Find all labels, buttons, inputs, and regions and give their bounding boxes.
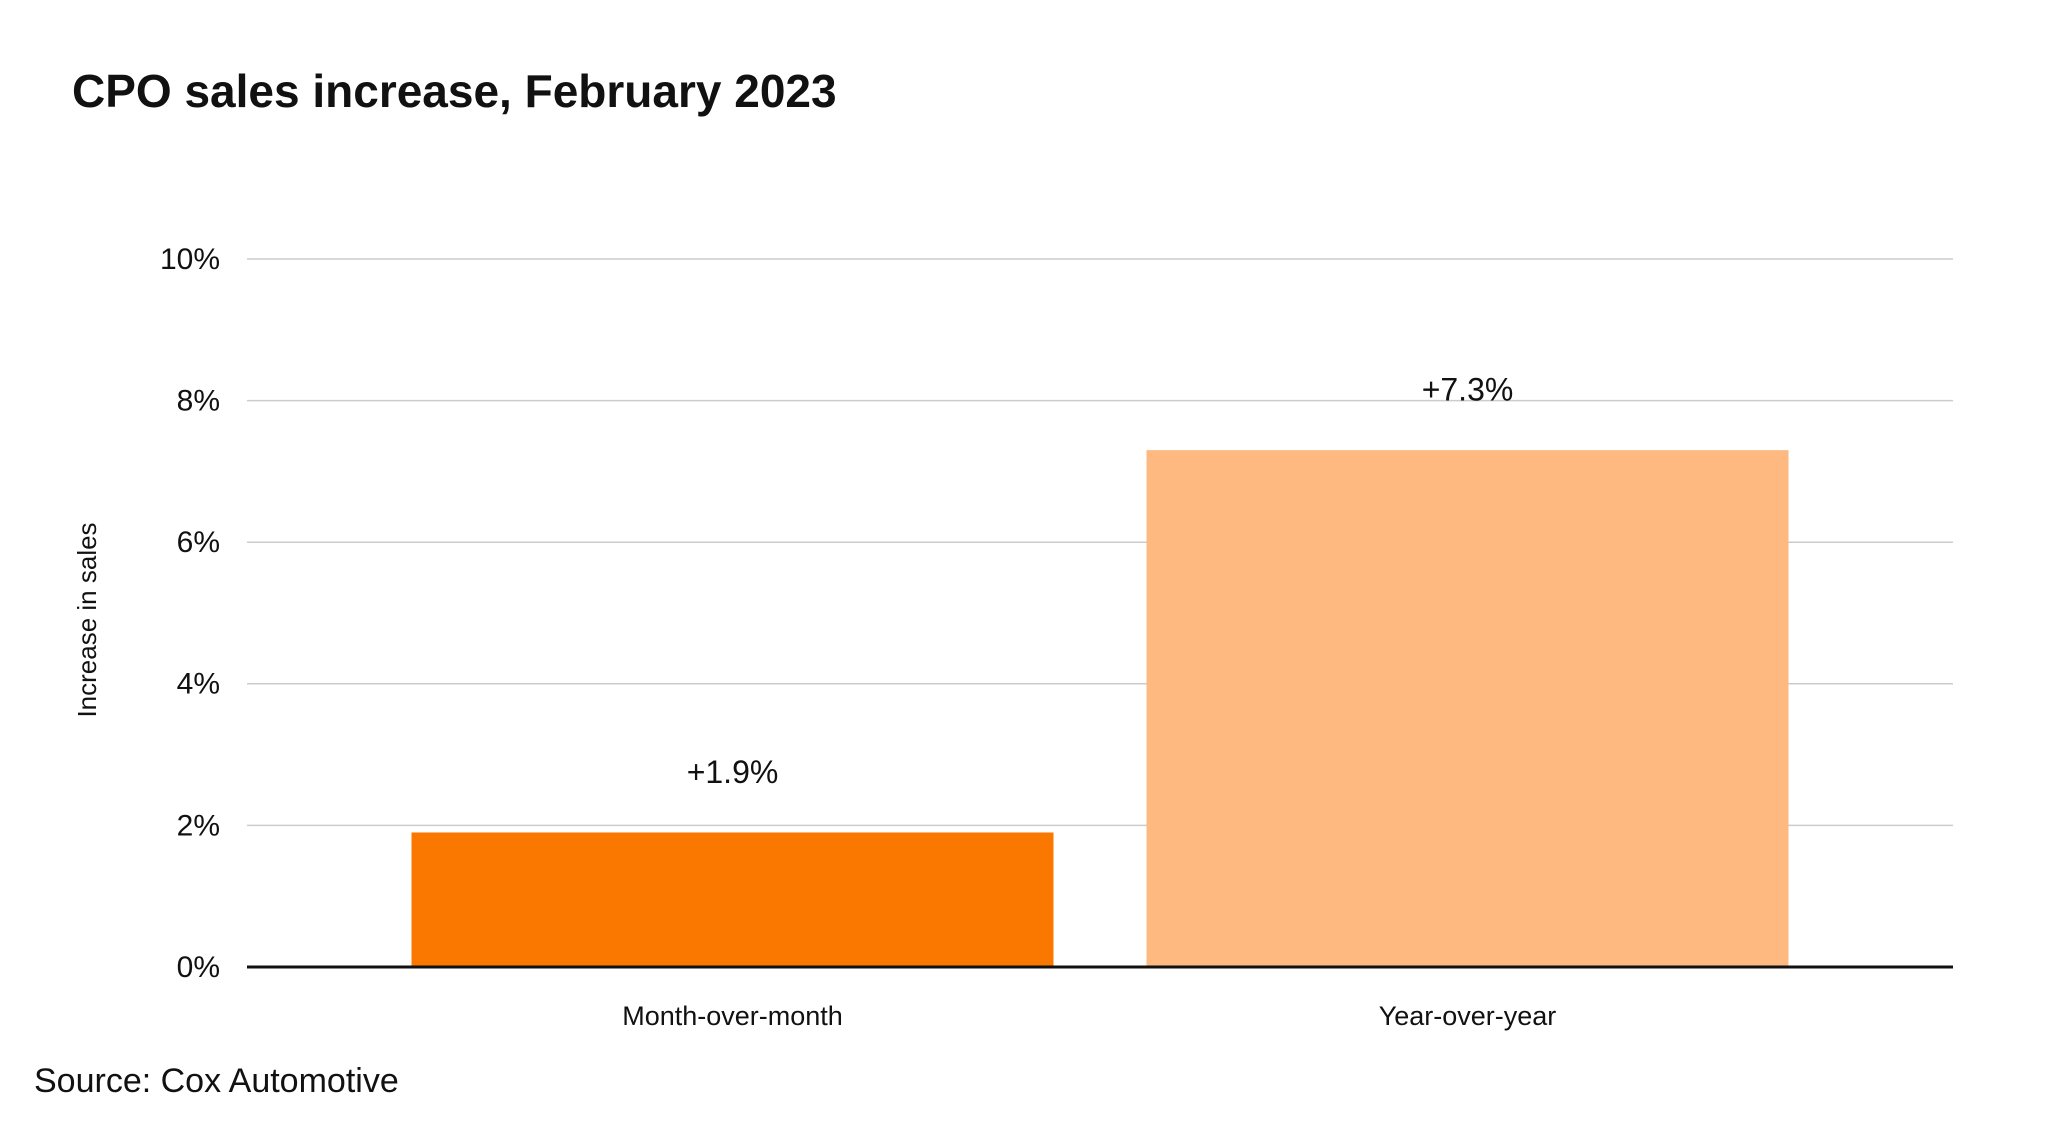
y-tick-label: 6% [177, 526, 220, 559]
x-tick-label: Year-over-year [1379, 1001, 1557, 1031]
value-label: +7.3% [1422, 372, 1514, 408]
bar [1146, 450, 1789, 967]
chart-title: CPO sales increase, February 2023 [72, 65, 837, 117]
x-tick-label: Month-over-month [622, 1001, 843, 1031]
y-tick-label: 0% [177, 951, 220, 984]
bar [411, 832, 1054, 967]
y-tick-label: 10% [160, 243, 220, 276]
y-tick-label: 2% [177, 809, 220, 842]
y-axis-label: Increase in sales [72, 522, 102, 717]
value-label: +1.9% [687, 754, 779, 790]
y-tick-label: 4% [177, 668, 220, 701]
y-tick-label: 8% [177, 385, 220, 418]
source: Source: Cox Automotive [34, 1062, 399, 1100]
